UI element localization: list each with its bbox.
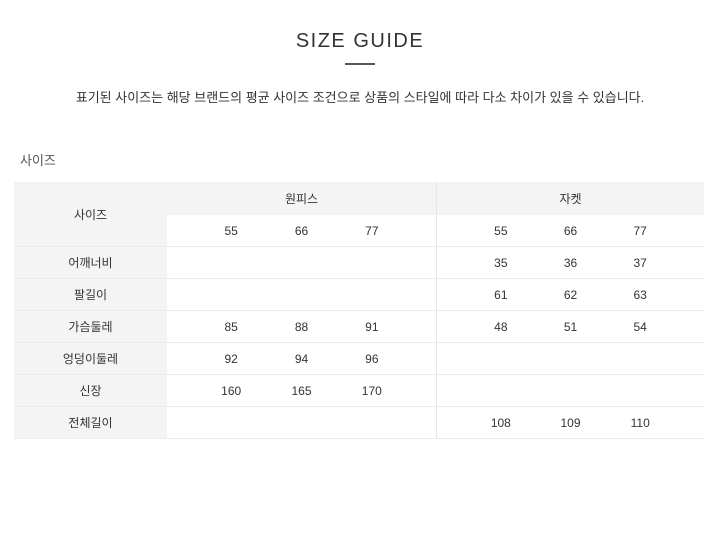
column-group-jacket-title: 자켓 [437,182,704,215]
size-header: 77 [633,223,647,238]
table-cell: 108 [490,415,511,430]
table-row: 팔길이 61 62 63 [14,279,704,311]
table-cell: 85 [224,319,238,334]
size-header: 66 [563,223,578,238]
size-header: 66 [294,223,309,238]
table-cell: 48 [494,319,508,334]
table-header: 사이즈 원피스 55 66 77 자켓 55 66 77 [14,182,704,247]
table-cell [337,279,407,310]
onepiece-size-headers: 55 66 77 [167,215,436,246]
onepiece-values: 85 88 91 [167,311,436,342]
column-group-jacket: 자켓 55 66 77 [436,182,704,246]
corner-header-cell: 사이즈 [14,182,167,246]
table-cell [605,343,675,374]
jacket-values: 35 36 37 [436,247,704,278]
section-label-size: 사이즈 [20,153,56,168]
onepiece-values: 160 165 170 [167,375,436,406]
table-row: 어깨너비 35 36 37 [14,247,704,279]
row-label: 어깨너비 [14,247,167,278]
table-cell [337,407,407,438]
table-cell [466,375,536,406]
table-row: 엉덩이둘레 92 94 96 [14,343,704,375]
table-cell [266,247,336,278]
table-row: 전체길이 108 109 110 [14,407,704,439]
jacket-size-headers: 55 66 77 [437,215,704,246]
table-cell [266,279,336,310]
table-cell: 96 [365,351,379,366]
table-cell: 109 [560,415,581,430]
table-cell: 37 [633,255,647,270]
column-group-onepiece-title: 원피스 [167,182,436,215]
title-underline [345,63,375,65]
table-cell [266,407,336,438]
row-label: 팔길이 [14,279,167,310]
table-cell: 110 [630,415,650,430]
table-row: 가슴둘레 85 88 91 48 51 54 [14,311,704,343]
jacket-values: 48 51 54 [436,311,704,342]
column-group-onepiece: 원피스 55 66 77 [167,182,436,246]
table-cell [536,343,606,374]
table-cell: 63 [633,287,647,302]
table-cell: 94 [294,351,309,366]
table-cell: 54 [633,319,647,334]
row-label: 전체길이 [14,407,167,438]
table-cell: 160 [221,383,242,398]
table-cell: 170 [361,383,382,398]
table-cell: 61 [494,287,508,302]
table-cell [605,375,675,406]
onepiece-values [167,247,436,278]
table-cell: 165 [291,383,312,398]
table-row: 신장 160 165 170 [14,375,704,407]
table-cell: 36 [563,255,578,270]
table-cell [196,407,266,438]
table-cell [466,343,536,374]
onepiece-values: 92 94 96 [167,343,436,374]
size-header: 55 [494,223,508,238]
jacket-values: 61 62 63 [436,279,704,310]
size-table: 사이즈 원피스 55 66 77 자켓 55 66 77 어깨너비 35 [14,182,704,439]
table-cell [536,375,606,406]
table-cell: 92 [224,351,238,366]
onepiece-values [167,279,436,310]
size-guide-description: 표기된 사이즈는 해당 브랜드의 평균 사이즈 조건으로 상품의 스타일에 따라… [75,90,645,105]
table-cell: 51 [563,319,578,334]
onepiece-values [167,407,436,438]
page-title: SIZE GUIDE [295,30,425,52]
jacket-values: 108 109 110 [436,407,704,438]
table-cell [337,247,407,278]
row-label: 엉덩이둘레 [14,343,167,374]
size-header: 55 [224,223,238,238]
row-label: 가슴둘레 [14,311,167,342]
size-header: 77 [365,223,379,238]
row-label: 신장 [14,375,167,406]
jacket-values [436,375,704,406]
table-cell: 91 [365,319,379,334]
table-cell: 88 [294,319,309,334]
table-cell [196,279,266,310]
table-cell: 35 [494,255,508,270]
table-cell: 62 [563,287,578,302]
jacket-values [436,343,704,374]
table-cell [196,247,266,278]
